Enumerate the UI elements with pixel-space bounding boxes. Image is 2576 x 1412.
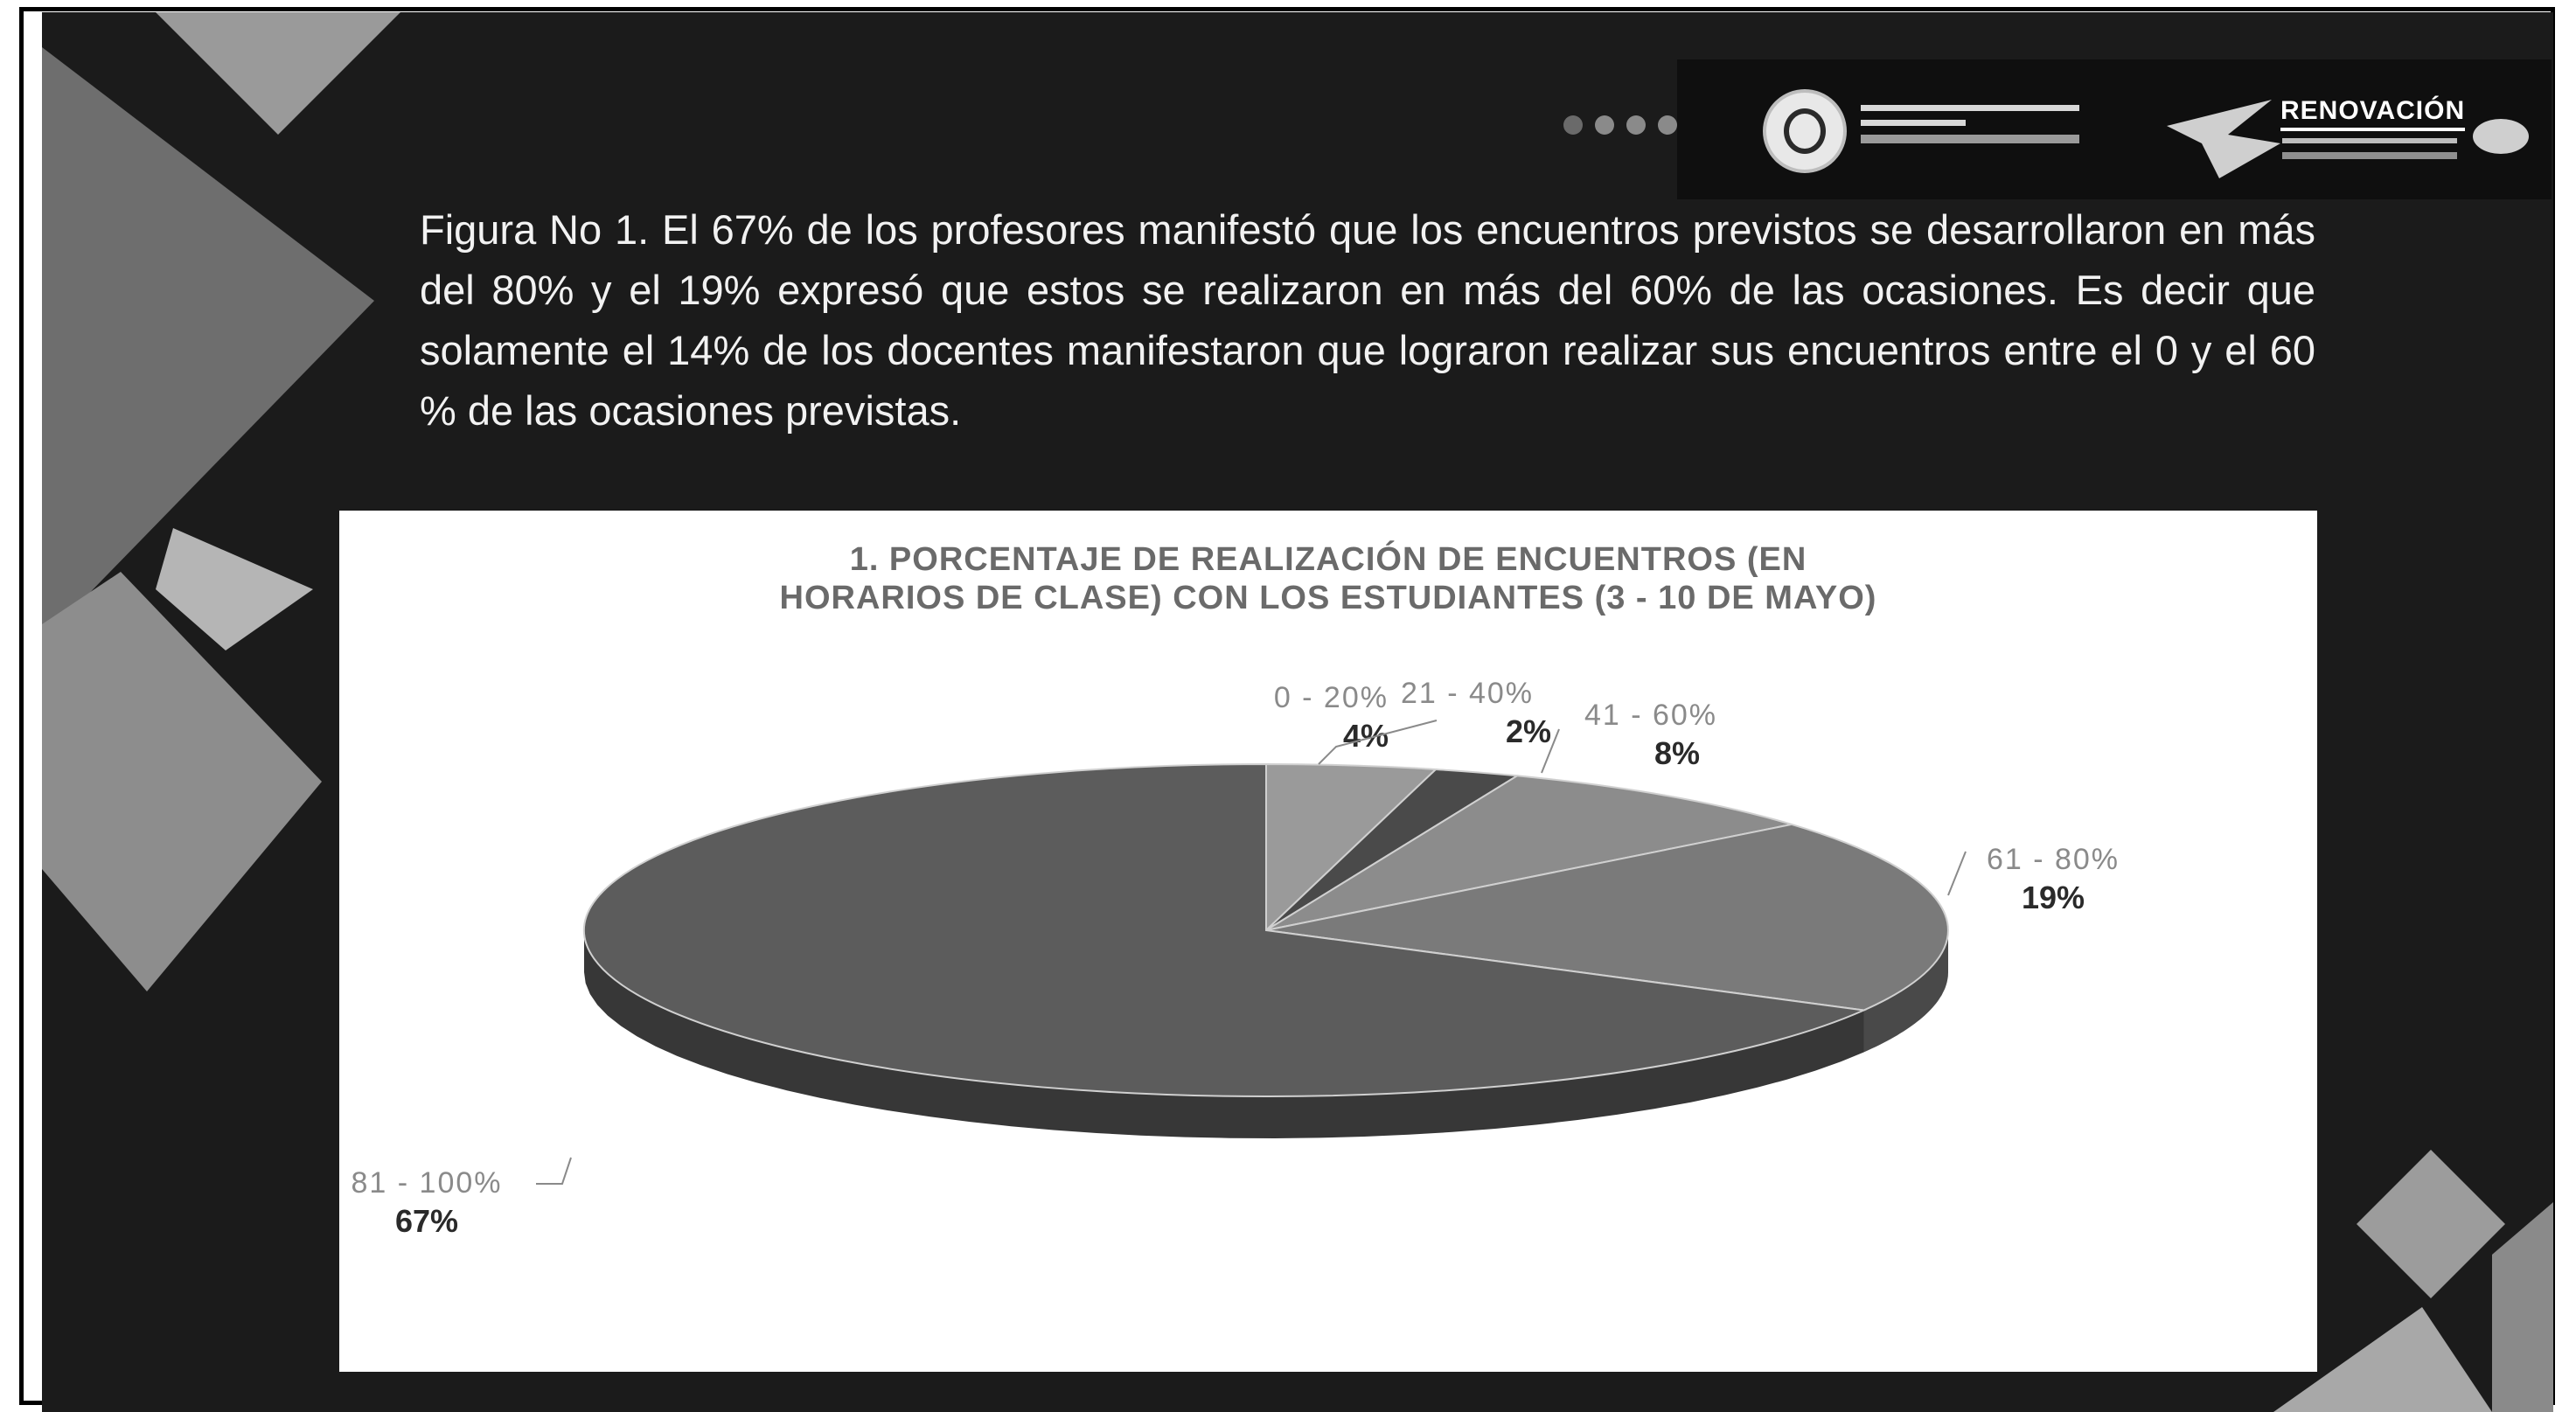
chart-title-line2: HORARIOS DE CLASE) CON LOS ESTUDIANTES (… <box>780 580 1877 616</box>
slice-value-label: 4% <box>1343 718 1389 754</box>
slice-value-label: 8% <box>1654 735 1700 771</box>
pie-chart: 1. PORCENTAJE DE REALIZACIÓN DE ENCUENTR… <box>352 539 2120 1239</box>
slice-category-label: 81 - 100% <box>352 1166 503 1200</box>
university-logo <box>1763 86 2130 182</box>
pie-slice[interactable] <box>1265 762 1438 933</box>
renovacion-subline <box>2282 138 2457 143</box>
slice-category-label: 41 - 60% <box>1584 699 1717 732</box>
university-seal-icon <box>1763 89 1847 173</box>
pie-slice[interactable] <box>1265 823 1949 1012</box>
pie-slice-side <box>584 930 1864 1138</box>
leader-line <box>536 1157 572 1185</box>
decorative-shapes-right <box>2273 1150 2553 1412</box>
pie-slice-side <box>1863 930 1948 1053</box>
chart-title-line1: 1. PORCENTAJE DE REALIZACIÓN DE ENCUENTR… <box>850 539 1807 578</box>
leader-line <box>1541 728 1560 774</box>
university-name-lines <box>1861 105 2079 152</box>
figure-description: Figura No 1. El 67% de los profesores ma… <box>420 206 2315 434</box>
slice-value-label: 67% <box>395 1203 458 1239</box>
decorative-shapes-left <box>42 12 400 991</box>
renovacion-badge-icon <box>2473 119 2529 154</box>
pie-slice[interactable] <box>1265 775 1793 931</box>
slice-category-label: 21 - 40% <box>1401 677 1534 710</box>
leader-line <box>1318 720 1438 765</box>
slice-value-label: 19% <box>2022 880 2085 915</box>
slice-category-label: 61 - 80% <box>1987 843 2120 876</box>
pagination-dots <box>1563 115 1677 135</box>
bird-icon <box>2167 100 2280 178</box>
leader-line <box>1947 851 1967 896</box>
renovacion-subline <box>2282 152 2457 159</box>
presentation-slide: RENOVACIÓN Figura No 1. El 67% de los pr… <box>42 12 2553 1412</box>
slice-value-label: 2% <box>1506 713 1551 749</box>
pie-slice[interactable] <box>582 762 1868 1097</box>
renovacion-text: RENOVACIÓN <box>2280 96 2466 131</box>
pagination-dot[interactable] <box>1626 115 1646 135</box>
pagination-dot[interactable] <box>1595 115 1614 135</box>
pie-chart-panel: 1. PORCENTAJE DE REALIZACIÓN DE ENCUENTR… <box>339 511 2317 1372</box>
pagination-dot[interactable] <box>1658 115 1677 135</box>
renovacion-logo: RENOVACIÓN <box>2167 73 2534 187</box>
slice-category-label: 0 - 20% <box>1274 681 1389 714</box>
pagination-dot[interactable] <box>1563 115 1583 135</box>
